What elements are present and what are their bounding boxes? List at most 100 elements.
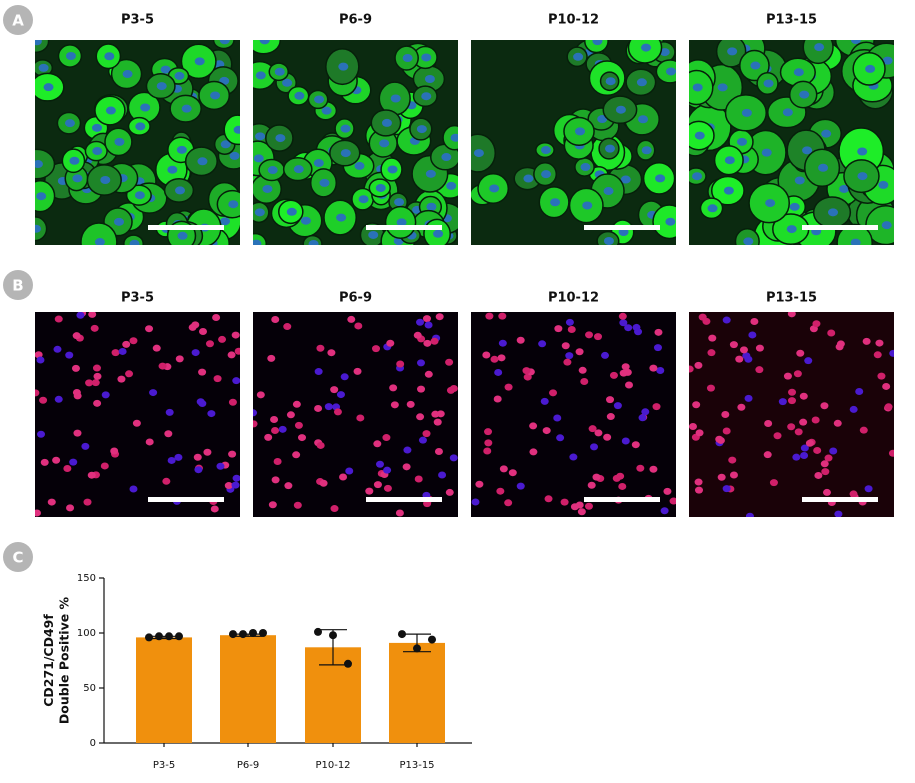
nucleus	[274, 67, 285, 76]
nucleus	[293, 501, 302, 509]
nucleus	[575, 127, 586, 136]
nucleus	[416, 359, 425, 367]
nucleus	[789, 202, 800, 211]
nucleus	[140, 103, 151, 112]
nucleus	[92, 364, 101, 372]
nucleus	[743, 237, 754, 245]
cells	[253, 312, 458, 517]
nucleus	[101, 391, 110, 399]
x-tick-label: P3-5	[153, 760, 175, 771]
nucleus	[604, 144, 615, 153]
nucleus	[498, 312, 507, 320]
nucleus	[621, 437, 630, 445]
nucleus	[707, 204, 718, 213]
nucleus	[450, 133, 458, 142]
nucleus	[573, 52, 584, 61]
cell	[253, 40, 281, 55]
nucleus	[634, 328, 643, 336]
nucleus	[313, 159, 324, 168]
nucleus	[174, 71, 185, 80]
nucleus	[35, 40, 42, 46]
nucleus	[621, 363, 630, 371]
nucleus	[421, 92, 432, 101]
nucleus	[271, 476, 280, 484]
nucleus	[729, 341, 738, 349]
nucleus	[652, 403, 661, 411]
nucleus	[834, 510, 843, 517]
nucleus	[100, 175, 111, 184]
nucleus	[618, 482, 627, 490]
nucleus	[580, 378, 589, 386]
nucleus	[745, 512, 754, 517]
nucleus	[436, 410, 445, 418]
nucleus	[723, 186, 734, 195]
nucleus	[445, 358, 454, 366]
nucleus	[72, 174, 83, 183]
nucleus	[87, 471, 96, 479]
nucleus	[134, 191, 145, 200]
nucleus	[497, 354, 506, 362]
nucleus	[873, 351, 882, 359]
nucleus	[824, 454, 833, 462]
nucleus	[618, 312, 627, 320]
nucleus	[494, 368, 503, 376]
nucleus	[811, 416, 820, 424]
nucleus	[358, 195, 369, 204]
nucleus	[484, 428, 493, 436]
nucleus	[504, 383, 513, 391]
scale-bar	[584, 225, 660, 230]
nucleus	[561, 342, 570, 350]
nucleus	[822, 488, 831, 496]
y-tick-label: 0	[90, 738, 96, 749]
nucleus	[339, 473, 348, 481]
micrograph	[471, 40, 676, 245]
nucleus	[373, 481, 382, 489]
nucleus	[212, 313, 221, 321]
nucleus	[584, 502, 593, 510]
nucleus	[484, 439, 493, 447]
nucleus	[292, 400, 301, 408]
nucleus	[294, 421, 303, 429]
x-tick-label: P6-9	[237, 760, 259, 771]
nucleus	[641, 43, 652, 52]
nucleus	[796, 349, 805, 357]
nucleus	[755, 366, 764, 374]
nucleus	[176, 145, 187, 154]
nucleus	[877, 372, 886, 380]
nucleus	[656, 366, 665, 374]
nucleus	[203, 448, 212, 456]
nucleus	[884, 403, 893, 411]
nucleus	[207, 410, 216, 418]
nucleus	[550, 198, 561, 207]
nucleus	[793, 68, 804, 77]
nucleus	[314, 95, 325, 104]
nucleus	[253, 420, 258, 428]
nucleus	[375, 183, 386, 192]
panel-label: C	[12, 549, 23, 567]
nucleus	[496, 487, 505, 495]
nucleus	[165, 408, 174, 416]
nucleus	[194, 57, 205, 66]
nucleus	[298, 434, 307, 442]
nucleus	[441, 153, 452, 162]
nucleus	[549, 389, 558, 397]
nucleus	[882, 382, 891, 390]
nucleus	[152, 344, 161, 352]
nucleus	[544, 495, 553, 503]
nucleus	[812, 320, 821, 328]
nucleus	[593, 333, 602, 341]
nucleus	[741, 108, 752, 117]
nucleus	[735, 355, 744, 363]
x-tick-label: P10-12	[315, 760, 350, 771]
nucleus	[353, 367, 362, 375]
nucleus	[865, 64, 876, 73]
nucleus	[694, 131, 705, 140]
nucleus	[327, 349, 336, 357]
nucleus	[636, 464, 645, 472]
nucleus	[43, 83, 54, 92]
nucleus	[198, 328, 207, 336]
nucleus	[92, 123, 103, 132]
nucleus	[253, 239, 262, 245]
nucleus	[216, 462, 225, 470]
